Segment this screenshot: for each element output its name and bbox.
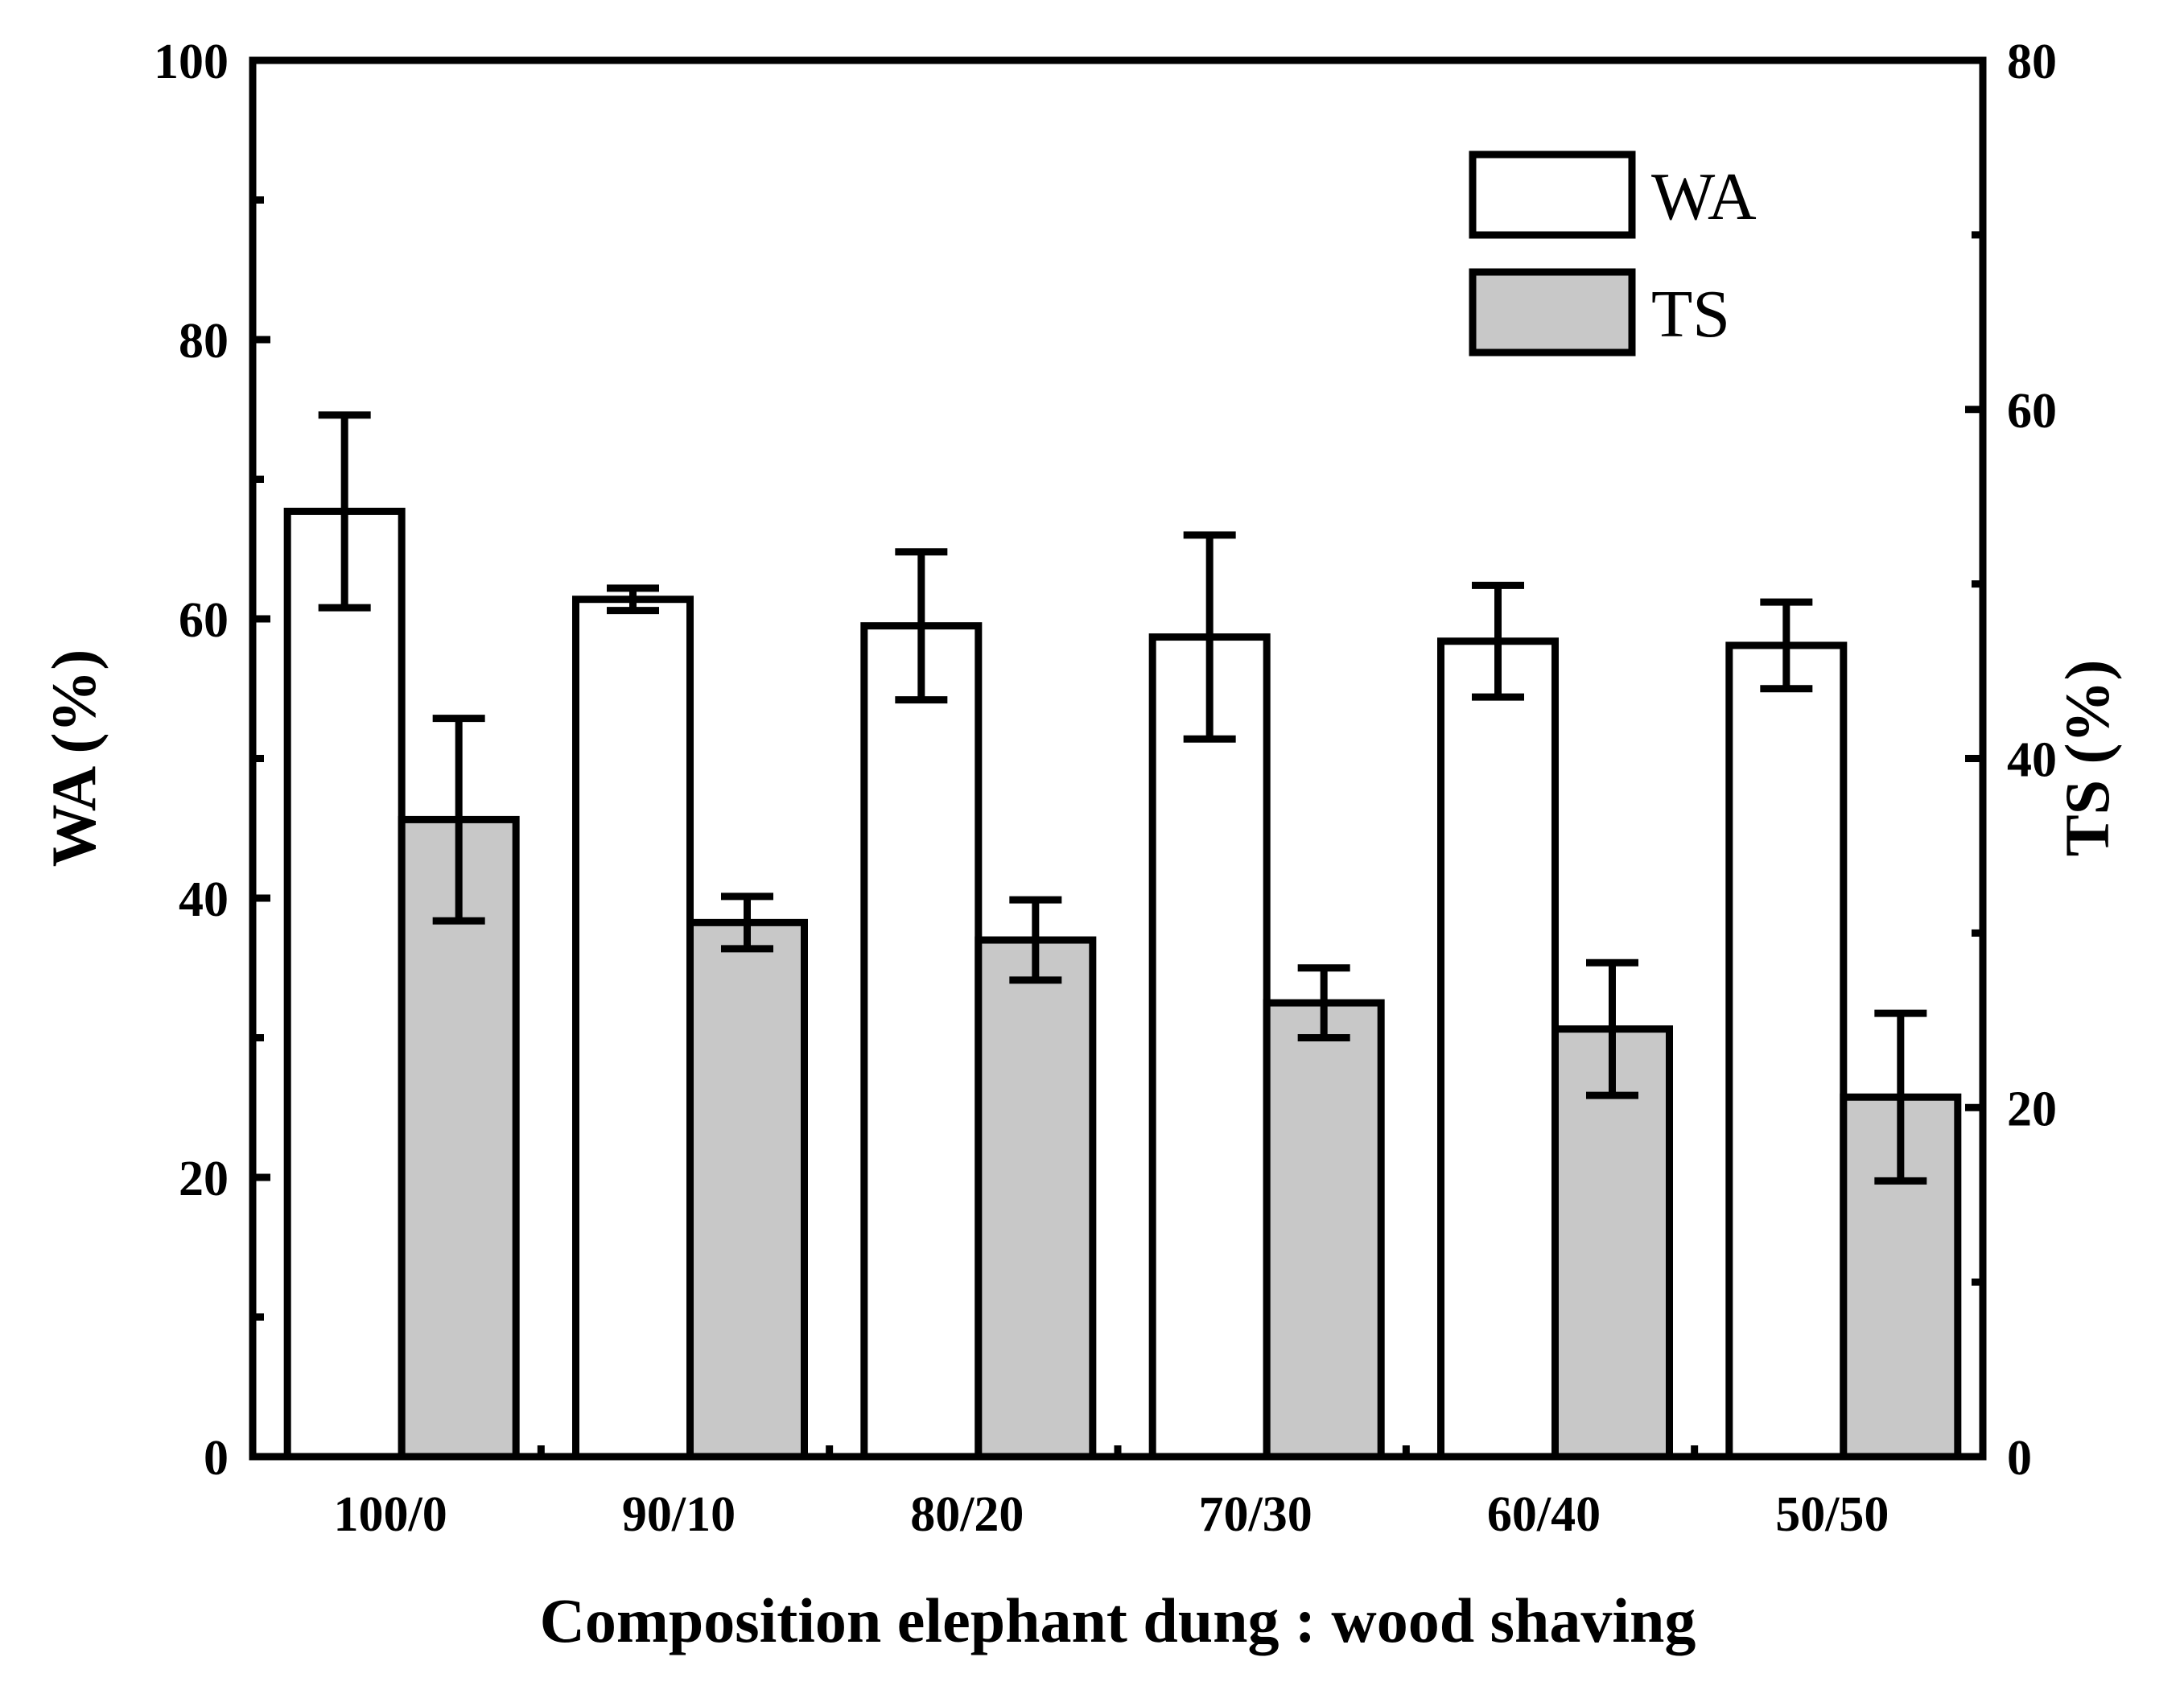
right-tick-label: 20 — [2007, 1082, 2057, 1136]
x-tick-label: 80/20 — [910, 1487, 1024, 1542]
bar-wa — [1725, 641, 1848, 1461]
legend-label-ts: TS — [1651, 277, 1730, 352]
bar-ts — [1551, 1025, 1673, 1461]
bar-ts — [686, 918, 808, 1461]
axes: 100/0 90/10 80/20 70/30 60/40 50/50 0 20 40 60 80 1… — [154, 35, 2057, 1542]
right-tick-label: 60 — [2007, 384, 2057, 439]
right-tick-label: 40 — [2007, 733, 2057, 788]
bar-wa — [1148, 633, 1271, 1461]
plot-area — [283, 411, 1962, 1461]
bar-wa — [1437, 637, 1559, 1461]
x-tick-label: 70/30 — [1199, 1487, 1312, 1542]
error-bar-wa — [318, 411, 371, 612]
error-bar-ts — [721, 892, 773, 953]
error-bar-ts — [1586, 958, 1638, 1099]
bar-ts — [1263, 999, 1385, 1461]
x-tick-label: 50/50 — [1775, 1487, 1889, 1542]
bar-wa — [860, 622, 983, 1461]
right-axis-title: TS (%) — [2052, 660, 2122, 857]
left-tick-label: 60 — [179, 593, 229, 648]
error-bar-wa — [895, 548, 948, 704]
error-bar-ts — [432, 715, 485, 925]
bar-wa — [283, 507, 406, 1461]
left-tick-label: 40 — [179, 872, 229, 927]
right-tick-label: 0 — [2007, 1431, 2032, 1486]
legend-swatch-wa — [1469, 150, 1636, 239]
x-tick-label: 60/40 — [1487, 1487, 1601, 1542]
left-tick-label: 20 — [179, 1152, 229, 1206]
right-tick-label: 80 — [2007, 35, 2057, 89]
x-tick-label: 100/0 — [334, 1487, 447, 1542]
left-axis-title: WA (%) — [39, 649, 109, 868]
legend-label-wa: WA — [1651, 159, 1757, 234]
left-tick-label: 0 — [204, 1431, 229, 1486]
legend-swatch-ts — [1469, 268, 1636, 357]
x-axis-title: Composition elephant dung : wood shaving — [540, 1585, 1696, 1655]
bar-ts — [975, 936, 1097, 1461]
left-tick-label: 80 — [179, 314, 229, 369]
error-bar-wa — [1183, 531, 1236, 743]
error-bar-ts — [1874, 1009, 1927, 1185]
x-tick-label: 90/10 — [622, 1487, 736, 1542]
bar-wa — [572, 596, 694, 1461]
legend: WA TS — [1469, 150, 1757, 357]
error-bar-ts — [1009, 896, 1062, 984]
error-bar-wa — [1472, 581, 1524, 701]
error-bar-ts — [1297, 964, 1350, 1041]
bar-ts — [398, 815, 520, 1461]
left-tick-label: 100 — [154, 35, 229, 89]
error-bar-wa — [607, 584, 659, 615]
error-bar-wa — [1760, 598, 1813, 693]
